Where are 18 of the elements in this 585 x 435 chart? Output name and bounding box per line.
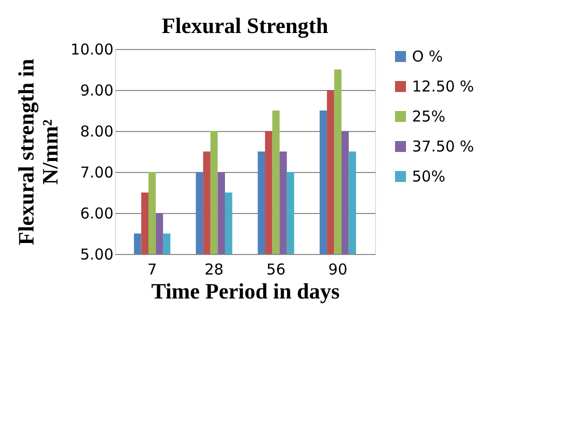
x-tick-label: 28 [204, 260, 224, 278]
y-axis-title: Flexural strength in N/mm² [14, 58, 63, 246]
y-tick-label: 9.00 [80, 82, 114, 100]
x-tick-label: 7 [147, 260, 157, 278]
x-axis-title: Time Period in days [151, 278, 340, 304]
legend-label: O % [412, 48, 443, 66]
x-tick-label: 90 [328, 260, 348, 278]
y-tick-label: 8.00 [80, 122, 114, 140]
x-tick-label: 56 [266, 260, 286, 278]
y-tick-label: 10.00 [70, 40, 114, 58]
y-tick-label: 7.00 [80, 164, 114, 182]
y-tick-label: 5.00 [80, 246, 114, 264]
legend-label: 37.50 % [412, 138, 474, 156]
legend-label: 50% [412, 168, 446, 186]
y-tick-label: 6.00 [80, 204, 114, 222]
legend-label: 12.50 % [412, 78, 474, 96]
legend-label: 25% [412, 108, 446, 126]
chart-title: Flexural Strength [162, 13, 328, 38]
